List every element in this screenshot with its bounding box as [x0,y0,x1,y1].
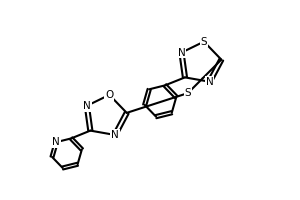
Text: N: N [178,48,185,58]
Text: N: N [206,77,214,87]
Text: O: O [105,90,113,100]
Text: S: S [184,88,191,98]
Text: N: N [52,137,60,147]
Text: N: N [83,101,91,111]
Text: S: S [201,37,207,47]
Text: N: N [111,130,119,140]
